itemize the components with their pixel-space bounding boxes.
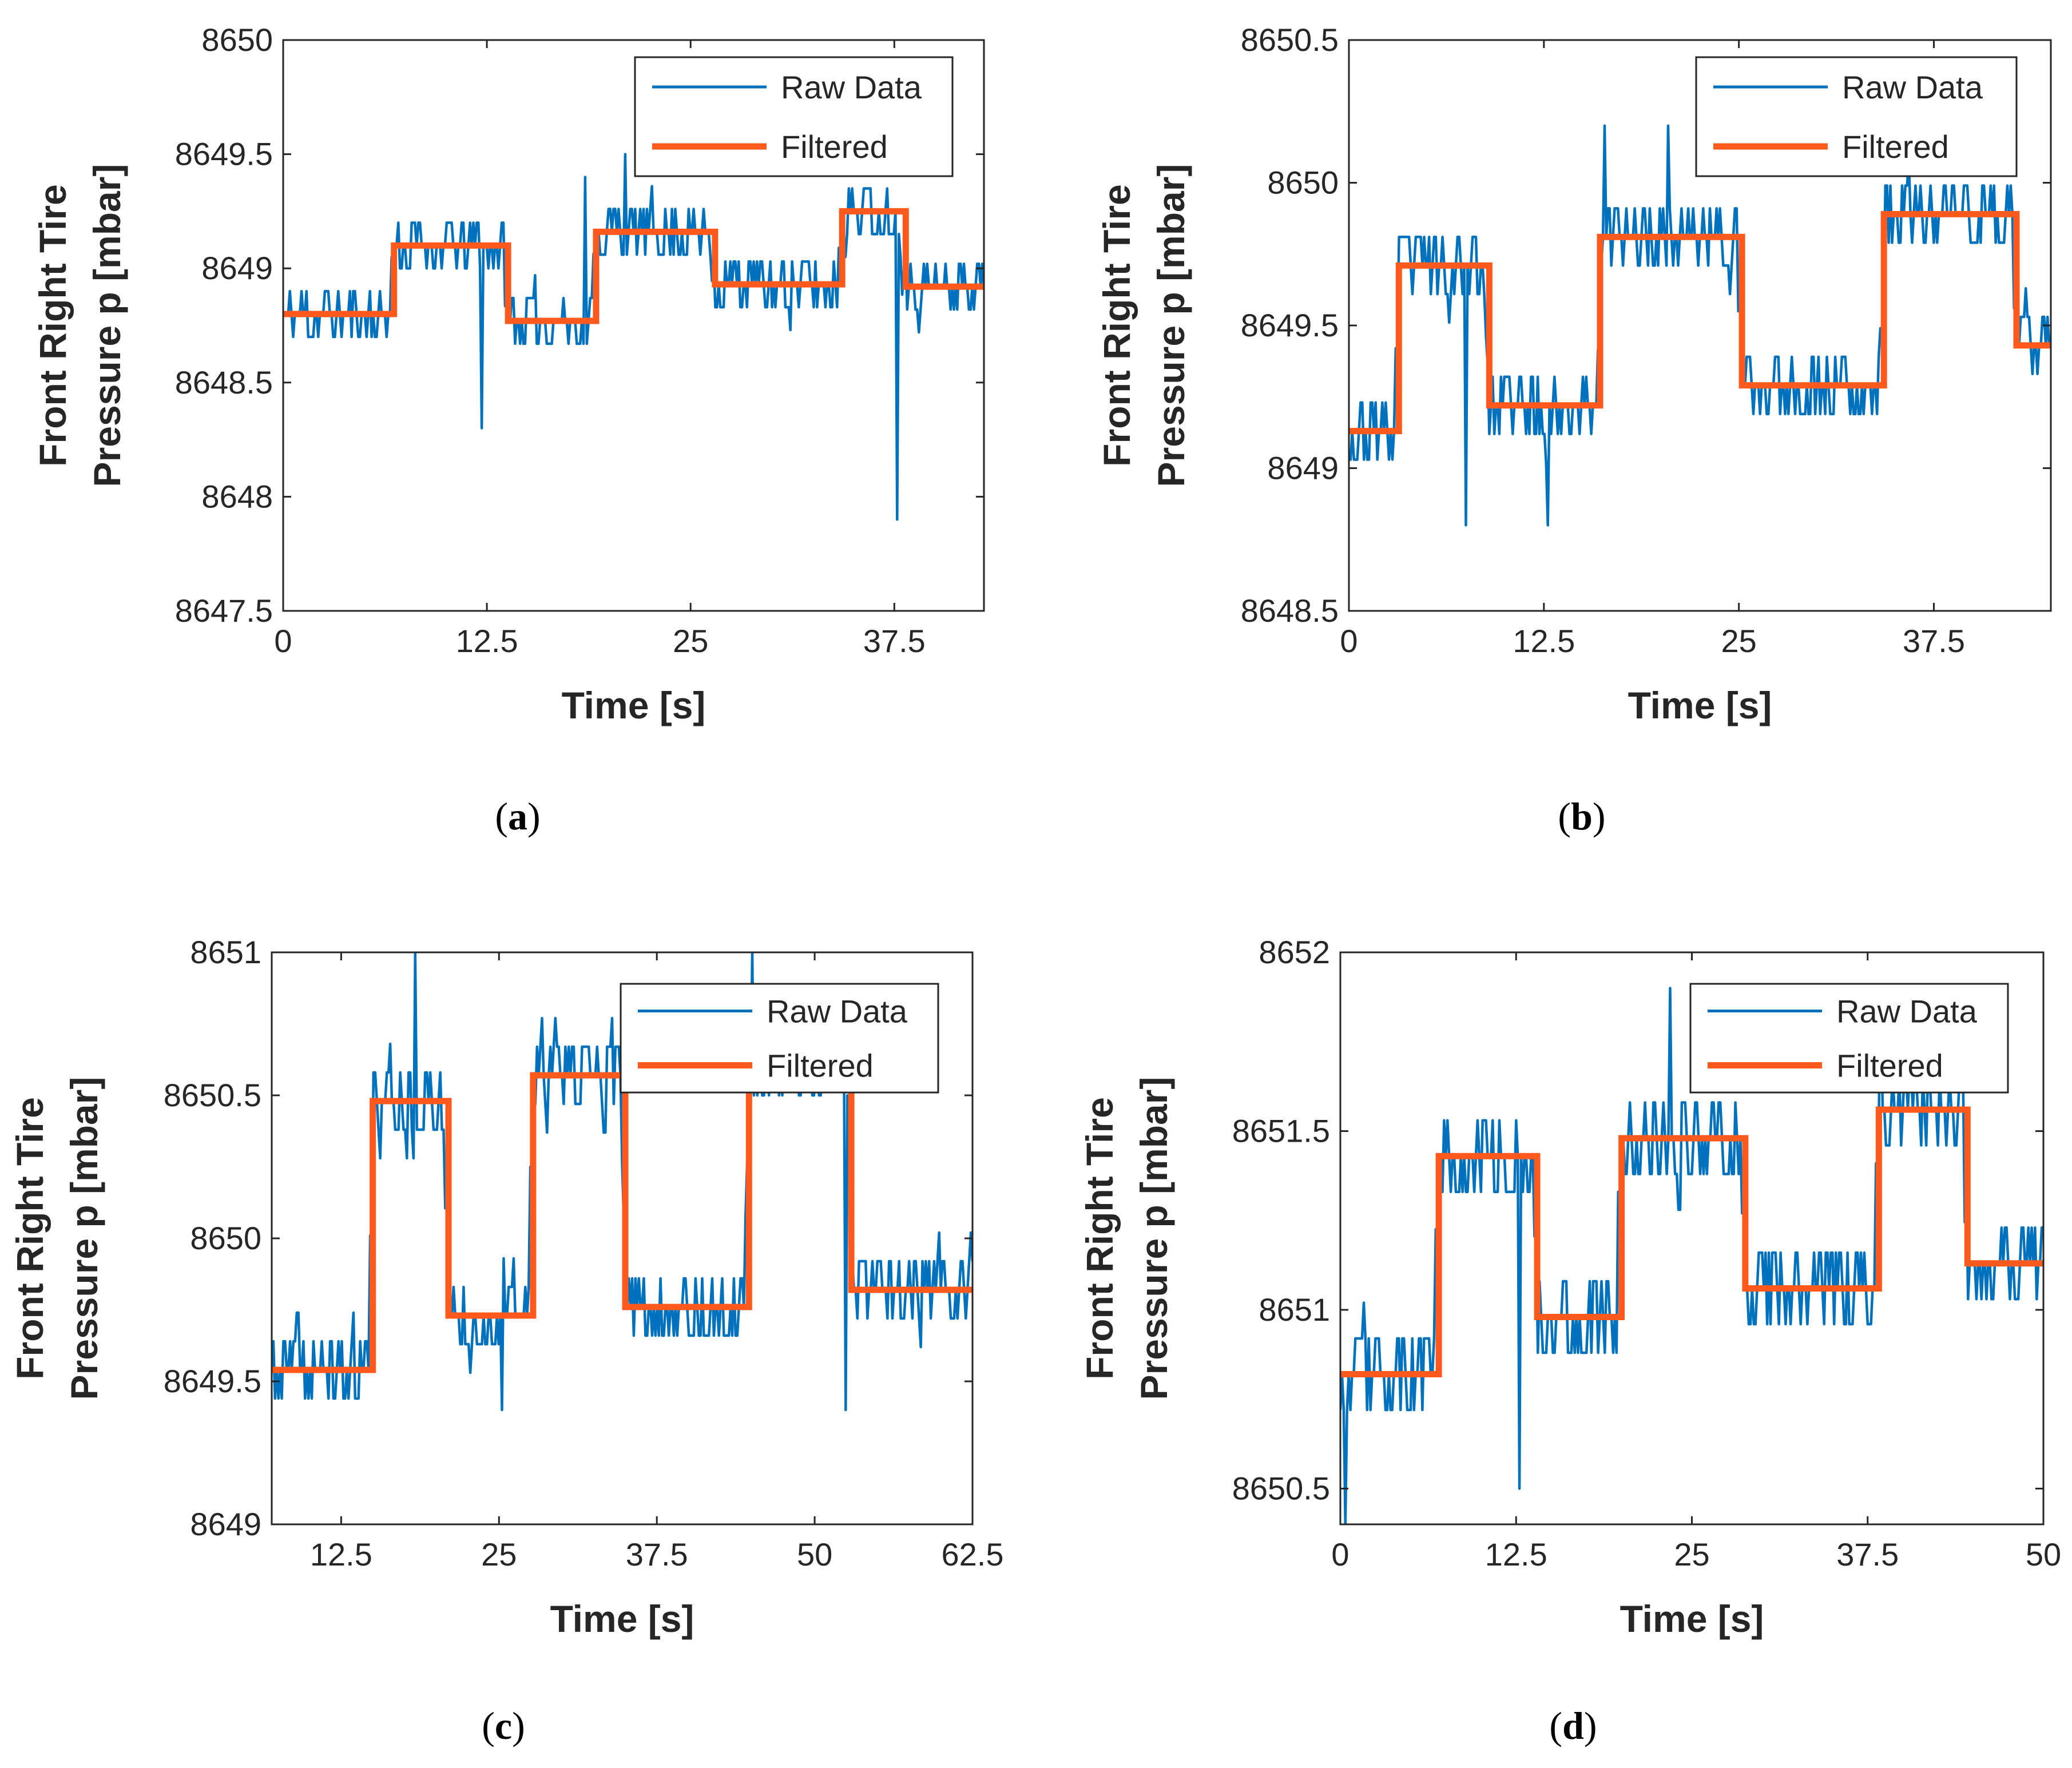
legend-box: [634, 56, 954, 177]
y-axis-title-line: Front Right Tire: [31, 184, 74, 467]
legend: Raw Data Filtered: [620, 983, 939, 1094]
x-axis-title: Time [s]: [1628, 684, 1772, 726]
legend-label: Filtered: [1842, 129, 1949, 165]
x-tick-label: 0: [274, 623, 292, 659]
legend: Raw Data Filtered: [1695, 56, 2018, 177]
x-tick-label: 25: [673, 623, 708, 659]
legend: Raw Data Filtered: [1689, 983, 2009, 1094]
x-tick-label: 50: [797, 1536, 832, 1572]
x-tick-label: 37.5: [1903, 623, 1965, 659]
series-raw-data-line: [1340, 987, 2043, 1524]
legend-label: Raw Data: [781, 69, 922, 105]
x-axis-title: Time [s]: [1620, 1598, 1764, 1640]
series-filtered-line: [1340, 1106, 2043, 1377]
panel-caption: (d): [1549, 1704, 1597, 1747]
chart-panel-c: 12.5 25 37.5 50 62.5 8649 8649.5 8650 8650.5 8651…: [9, 934, 1004, 1747]
y-tick-label: 8651: [190, 934, 261, 970]
legend-label: Raw Data: [1836, 994, 1978, 1030]
x-tick-label: 25: [481, 1536, 517, 1572]
chart-panel-d: 0 12.5 25 37.5 50 8650.5 8651 8651.5 8652 Time [s…: [1078, 934, 2061, 1747]
legend-label: Raw Data: [767, 994, 908, 1030]
y-tick-label: 8649: [201, 250, 273, 286]
x-axis-title: Time [s]: [562, 684, 706, 726]
y-axis-title-line: Pressure p [mbar]: [1150, 164, 1192, 487]
x-tick-label: 12.5: [1485, 1536, 1547, 1572]
x-tick-label: 37.5: [863, 623, 926, 659]
y-tick-label: 8650.5: [164, 1077, 261, 1113]
x-tick-label: 12.5: [310, 1536, 372, 1572]
legend-label: Filtered: [767, 1048, 874, 1084]
x-tick-label: 25: [1721, 623, 1757, 659]
y-tick-label: 8649.5: [164, 1363, 261, 1399]
y-axis-title-line: Pressure p [mbar]: [63, 1077, 105, 1400]
y-tick-label: 8649: [190, 1506, 261, 1542]
y-tick-label: 8651.5: [1232, 1113, 1330, 1149]
series-filtered-line: [1349, 210, 2051, 435]
x-tick-label: 37.5: [1836, 1536, 1899, 1572]
x-axis-title: Time [s]: [550, 1598, 694, 1640]
legend-box: [1695, 56, 2018, 177]
y-axis-title-line: Pressure p [mbar]: [1133, 1077, 1175, 1400]
y-tick-label: 8650.5: [1232, 1471, 1330, 1507]
panel-caption: (a): [495, 794, 540, 838]
y-axis-title-line: Front Right Tire: [1078, 1097, 1121, 1380]
x-tick-label: 0: [1340, 623, 1357, 659]
legend-label: Filtered: [781, 129, 888, 165]
y-axis-title-line: Front Right Tire: [1095, 184, 1138, 467]
y-tick-label: 8647.5: [175, 593, 273, 629]
x-tick-label: 0: [1331, 1536, 1349, 1572]
panel-caption: (c): [482, 1704, 525, 1747]
panel-caption: (b): [1558, 794, 1605, 838]
y-tick-label: 8649.5: [175, 136, 273, 172]
y-tick-label: 8650.5: [1241, 22, 1339, 58]
y-tick-label: 8651: [1259, 1292, 1330, 1328]
x-tick-label: 62.5: [942, 1536, 1004, 1572]
y-tick-label: 8650: [190, 1220, 261, 1256]
y-axis-title-line: Front Right Tire: [9, 1097, 51, 1380]
y-tick-label: 8650: [201, 22, 273, 58]
x-tick-label: 12.5: [456, 623, 518, 659]
legend-box: [1689, 983, 2009, 1094]
y-axis-title-line: Pressure p [mbar]: [86, 164, 128, 487]
legend-label: Filtered: [1836, 1048, 1943, 1084]
y-tick-label: 8648.5: [1241, 593, 1339, 629]
legend-box: [620, 983, 939, 1094]
x-tick-label: 37.5: [626, 1536, 688, 1572]
axes-box: [282, 39, 985, 612]
x-tick-label: 50: [2026, 1536, 2061, 1572]
legend: Raw Data Filtered: [634, 56, 954, 177]
chart-panel-a: 0 12.5 25 37.5 8647.5 8648 8648.5 8649 8649.5 865…: [31, 22, 985, 838]
chart-panel-b: 0 12.5 25 37.5 8648.5 8649 8649.5 8650 8650.5 Tim…: [1095, 22, 2052, 838]
legend-label: Raw Data: [1842, 69, 1983, 105]
y-tick-label: 8649.5: [1241, 307, 1339, 343]
y-tick-label: 8648: [201, 478, 273, 514]
series-filtered-line: [283, 208, 984, 324]
y-tick-label: 8649: [1267, 450, 1339, 486]
y-tick-label: 8652: [1259, 934, 1330, 970]
x-tick-label: 25: [1674, 1536, 1709, 1572]
y-tick-label: 8650: [1267, 165, 1339, 201]
x-tick-label: 12.5: [1513, 623, 1575, 659]
y-tick-label: 8648.5: [175, 364, 273, 400]
